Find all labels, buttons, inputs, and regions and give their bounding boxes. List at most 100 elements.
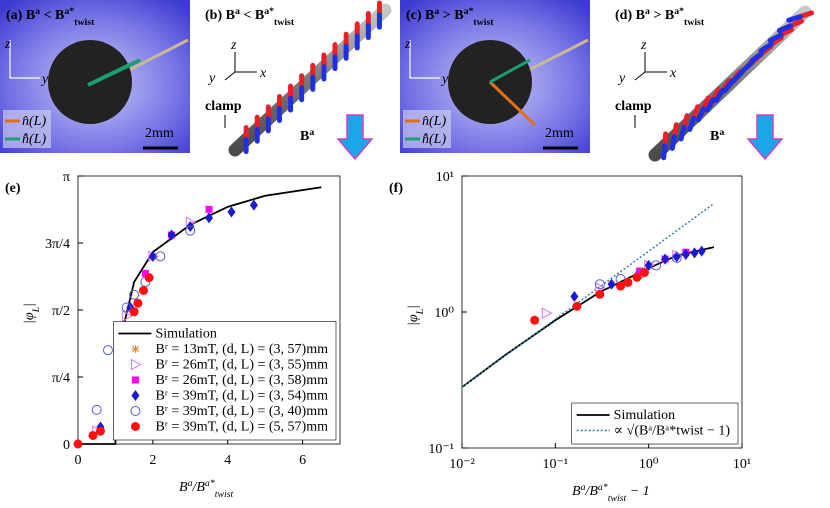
marker-circle xyxy=(572,301,582,311)
magnet-blue xyxy=(713,87,726,103)
text-part: a xyxy=(645,6,650,17)
marker-circle xyxy=(73,439,83,449)
magnet-blue xyxy=(661,143,668,161)
text-part: B xyxy=(710,129,719,144)
x-tick-label: 6 xyxy=(299,453,306,468)
legend-box xyxy=(571,402,739,445)
frame-axes xyxy=(9,40,40,79)
text-part: twist xyxy=(274,17,295,28)
axis-z: z xyxy=(230,38,237,53)
marker-diamond xyxy=(697,245,706,257)
marker-circle-open xyxy=(130,406,141,416)
marker-circle-open xyxy=(594,279,605,290)
marker-circle xyxy=(632,272,642,282)
text-part: a* xyxy=(464,6,474,17)
axis-z: z xyxy=(404,37,411,52)
field-arrow xyxy=(336,114,374,161)
text-part: > B xyxy=(650,8,674,23)
panel-label: (b) Ba < Ba*twist xyxy=(205,6,295,28)
legend-text: n̂̊(L) xyxy=(422,132,446,147)
frame-axes xyxy=(224,52,257,81)
panel-label: (a) Ba < Ba*twist xyxy=(6,6,95,28)
marker-circle-open xyxy=(91,404,102,415)
marker-circle-open xyxy=(651,260,662,271)
field-label: Ba xyxy=(710,127,724,145)
marker-square xyxy=(636,267,644,275)
text-part: | xyxy=(406,305,421,309)
text-part: a* xyxy=(205,478,215,489)
text-part: L xyxy=(31,307,42,313)
marker-diamond xyxy=(570,291,579,303)
axis-z: z xyxy=(4,37,11,52)
text-part: < B xyxy=(240,8,264,23)
marker-circle xyxy=(639,268,649,278)
text-part: twist xyxy=(473,17,494,28)
marker-circle xyxy=(530,315,540,325)
marker-diamond xyxy=(690,247,699,259)
y-tick-label: π/4 xyxy=(52,371,70,386)
legend-text: n̂(L) xyxy=(422,114,446,129)
axis-y: y xyxy=(207,71,216,86)
text-part: a* xyxy=(264,6,274,17)
magnet-blue xyxy=(704,97,716,113)
text-part: < B xyxy=(40,8,64,23)
text-part: twist xyxy=(684,17,705,28)
rod xyxy=(228,3,392,157)
magnet-blue xyxy=(767,32,784,44)
scale-label: 2mm xyxy=(545,126,574,141)
field-label: Ba xyxy=(300,127,314,145)
text-part: twist xyxy=(74,17,95,28)
axis-y: y xyxy=(40,72,49,87)
magnet-blue xyxy=(669,134,677,151)
text-part: a xyxy=(309,127,314,138)
x-tick-label: 4 xyxy=(224,453,231,468)
scale-label: 2mm xyxy=(145,126,174,141)
marker-diamond xyxy=(148,250,157,262)
marker-triangle xyxy=(541,307,553,320)
axis-y: y xyxy=(617,71,626,86)
text-part: /B xyxy=(191,480,205,495)
marker-diamond xyxy=(131,390,140,401)
y-tick-label: 10⁰ xyxy=(434,306,454,321)
marker-circle xyxy=(130,422,140,431)
legend-bg xyxy=(403,110,451,148)
marker-diamond xyxy=(205,212,213,224)
legend-label: Bʳ = 39mT, (d, L) = (3, 40)mm xyxy=(155,404,328,419)
text-part: a xyxy=(235,6,240,17)
marker-circle xyxy=(623,277,633,287)
text-part: L xyxy=(415,309,426,315)
y-tick-label: 0 xyxy=(63,438,70,453)
text-part: | xyxy=(22,303,37,307)
legend-label: Bʳ = 26mT, (d, L) = (3, 58)mm xyxy=(155,373,328,388)
y-tick-label: 10¹ xyxy=(436,170,454,185)
text-part: B xyxy=(300,129,309,144)
y-axis-label: |φL| xyxy=(22,303,42,324)
marker-diamond xyxy=(607,278,616,290)
axis-z: z xyxy=(640,38,647,53)
panel-label: (c) Ba > Ba*twist xyxy=(406,6,494,28)
x-tick-label: 10⁻² xyxy=(449,457,475,472)
marker-triangle xyxy=(122,310,133,322)
text-part: − 1 xyxy=(626,484,649,499)
legend-bg xyxy=(3,110,51,148)
marker-square xyxy=(205,205,213,213)
series-line xyxy=(461,246,715,388)
legend-box xyxy=(113,321,337,441)
legend-label: Simulation xyxy=(155,327,216,342)
text-part: (d) B xyxy=(615,8,645,23)
frame-axes xyxy=(634,52,667,81)
marker-circle-open xyxy=(671,252,682,263)
magnet-blue xyxy=(786,14,803,23)
magnet-blue xyxy=(678,124,687,142)
magnet-blue xyxy=(758,41,774,54)
marker-circle xyxy=(129,307,139,317)
text-part: B xyxy=(179,480,188,495)
magnet-blue xyxy=(731,69,745,84)
text-part: B xyxy=(572,484,581,499)
marker-diamond xyxy=(249,199,258,211)
photo-panel: (a) Ba < Ba*twist z y n̂(L) n̂̊(L) 2mm xyxy=(0,0,190,153)
marker-square xyxy=(131,376,139,384)
marker-circle xyxy=(595,289,605,299)
marker-circle xyxy=(133,298,143,308)
